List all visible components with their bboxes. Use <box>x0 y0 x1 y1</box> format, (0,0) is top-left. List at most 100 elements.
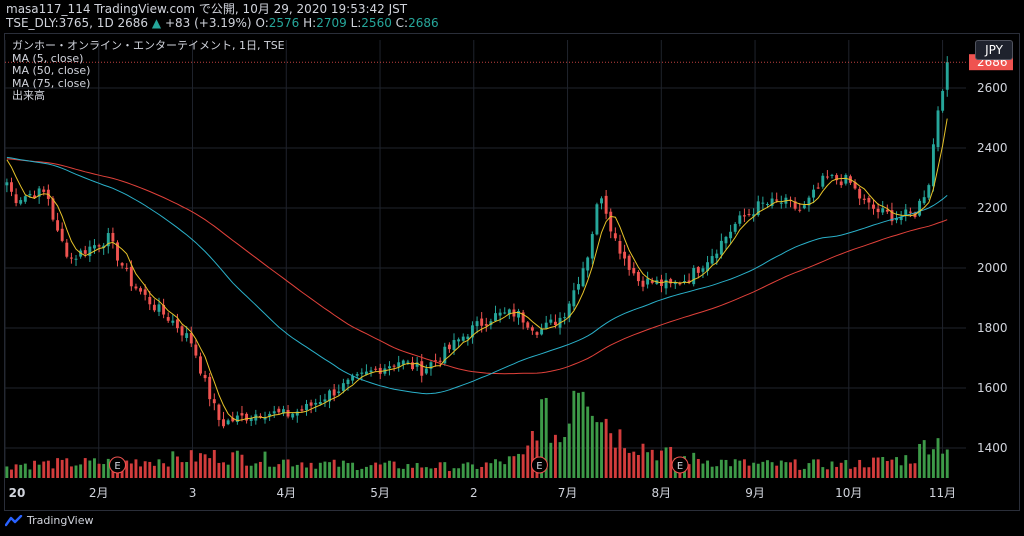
volume-bar <box>517 453 521 478</box>
volume-bar <box>931 449 935 478</box>
candle-body <box>590 234 594 259</box>
time-tick-label: 2 <box>470 486 478 500</box>
volume-bar <box>586 406 590 478</box>
candle-body <box>503 312 507 314</box>
candle-body <box>530 327 534 331</box>
candle-body <box>328 390 332 402</box>
volume-bar <box>881 457 885 478</box>
candle-body <box>867 197 871 203</box>
candle-body <box>429 362 433 369</box>
volume-bar <box>337 466 341 478</box>
volume-bar <box>632 451 636 478</box>
volume-bar <box>457 468 461 478</box>
time-tick-label: 10月 <box>835 486 862 500</box>
candle-body <box>388 366 391 369</box>
volume-bar <box>655 460 659 478</box>
legend-ma50[interactable]: MA (50, close) <box>12 64 91 77</box>
volume-bar <box>447 471 451 478</box>
candle-body <box>434 360 438 362</box>
candle-body <box>175 319 179 329</box>
volume-bar <box>613 447 617 478</box>
legend-title: ガンホー・オンライン・エンターテイメント, 1日, TSE <box>12 39 285 52</box>
volume-bar <box>825 469 829 478</box>
candle-body <box>830 174 834 176</box>
candle-body <box>475 321 479 327</box>
candle-body <box>793 201 797 209</box>
volume-bar <box>392 461 396 478</box>
volume-bar <box>733 459 737 478</box>
candle-body <box>567 303 571 318</box>
currency-button[interactable]: JPY <box>975 40 1013 60</box>
candle-body <box>678 283 682 285</box>
candle-body <box>268 413 272 417</box>
volume-bar <box>853 467 857 478</box>
candle-body <box>88 246 92 257</box>
volume-bar <box>572 390 576 478</box>
candle-body <box>839 181 843 186</box>
candle-body <box>632 268 636 274</box>
volume-bar <box>378 464 382 478</box>
volume-bar <box>171 451 175 478</box>
volume-bar <box>692 452 696 478</box>
volume-bar <box>194 461 198 478</box>
legend-ma5[interactable]: MA (5, close) <box>12 51 84 65</box>
volume-bar <box>922 440 926 478</box>
candle-body <box>600 198 603 204</box>
legend-volume[interactable]: 出来高 <box>12 89 45 102</box>
volume-bar <box>636 454 640 478</box>
volume-bar <box>904 455 908 478</box>
volume-bar <box>646 452 650 478</box>
candle-body <box>69 257 73 259</box>
volume-bar <box>590 415 594 478</box>
candle-body <box>895 218 898 221</box>
candle-body <box>272 411 276 414</box>
volume-bar <box>217 462 221 478</box>
volume-bar <box>332 459 336 478</box>
candle-body <box>650 281 654 283</box>
volume-bar <box>235 450 239 478</box>
candle-body <box>411 362 414 370</box>
volume-bar <box>282 459 285 478</box>
volume-bar <box>88 460 92 478</box>
candle-body <box>683 281 686 283</box>
candle-body <box>314 402 318 405</box>
volume-bar <box>927 454 931 478</box>
earnings-marker-label: E <box>677 461 683 472</box>
candle-body <box>636 271 640 282</box>
candle-body <box>406 361 410 363</box>
candle-body <box>148 296 152 305</box>
volume-bar <box>277 464 281 478</box>
volume-bar <box>696 459 700 478</box>
legend-ma75[interactable]: MA (75, close) <box>12 76 91 90</box>
candle-body <box>51 198 55 220</box>
candle-body <box>60 228 64 241</box>
candle-body <box>945 62 949 90</box>
candle-body <box>673 282 677 285</box>
candle-body <box>106 233 110 247</box>
volume-bar <box>600 422 603 478</box>
volume-bar <box>793 459 797 478</box>
low-value: 2560 <box>361 16 392 30</box>
candle-body <box>715 253 719 259</box>
volume-bar <box>97 463 101 478</box>
volume-bar <box>885 461 889 478</box>
volume-bar <box>890 459 894 478</box>
candle-body <box>936 110 940 147</box>
volume-bar <box>540 399 544 478</box>
candle-body <box>254 414 258 421</box>
volume-bar <box>5 466 9 478</box>
volume-bar <box>618 429 622 478</box>
volume-bar <box>369 465 373 478</box>
volume-bar <box>79 464 83 478</box>
candle-body <box>318 402 322 405</box>
candle-body <box>729 231 733 239</box>
volume-bar <box>710 466 714 478</box>
volume-bar <box>558 442 562 478</box>
candle-body <box>309 402 313 406</box>
volume-bar <box>19 464 23 478</box>
price-tick-label: 1800 <box>977 321 1008 335</box>
volume-bar <box>203 454 207 478</box>
volume-bar <box>341 460 345 478</box>
candle-body <box>162 304 166 315</box>
